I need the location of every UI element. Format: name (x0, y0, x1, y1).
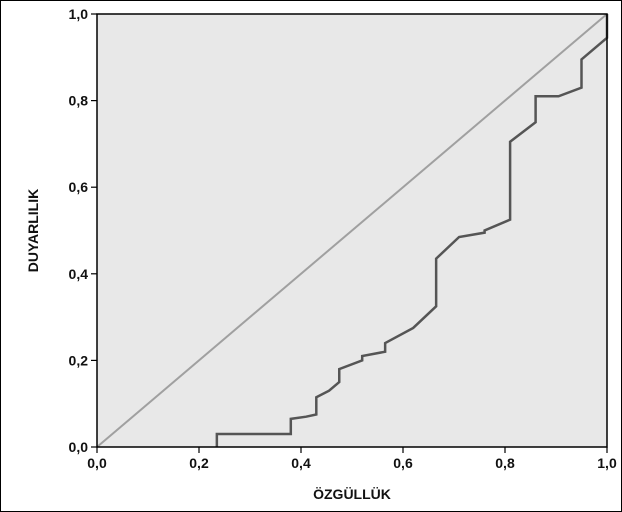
plot-border (96, 13, 608, 448)
y-axis-title: DUYARLILIK (25, 189, 41, 273)
reference-diagonal-line (96, 13, 608, 448)
x-axis-ticks: 0,0 0,2 0,4 0,6 0,8 1,0 (87, 447, 617, 471)
y-tick-label: 0,0 (69, 439, 89, 455)
x-tick-label: 0,4 (291, 455, 311, 471)
x-tick-label: 1,0 (597, 455, 617, 471)
x-tick-label: 0,8 (495, 455, 515, 471)
y-tick-label: 0,2 (69, 352, 89, 368)
y-tick-label: 1,0 (69, 6, 89, 22)
y-tick-label: 0,6 (69, 179, 89, 195)
roc-curve-line (215, 14, 609, 447)
y-axis-ticks: 0,0 0,2 0,4 0,6 0,8 1,0 (69, 6, 97, 455)
x-tick-label: 0,0 (87, 455, 107, 471)
axes (96, 13, 608, 448)
roc-curve-group (215, 14, 609, 447)
y-tick-label: 0,4 (69, 266, 89, 282)
y-tick-label: 0,8 (69, 93, 89, 109)
x-tick-label: 0,6 (393, 455, 413, 471)
reference-line-group (96, 13, 608, 448)
x-axis-title: ÖZGÜLLÜK (313, 486, 391, 502)
x-tick-label: 0,2 (189, 455, 209, 471)
